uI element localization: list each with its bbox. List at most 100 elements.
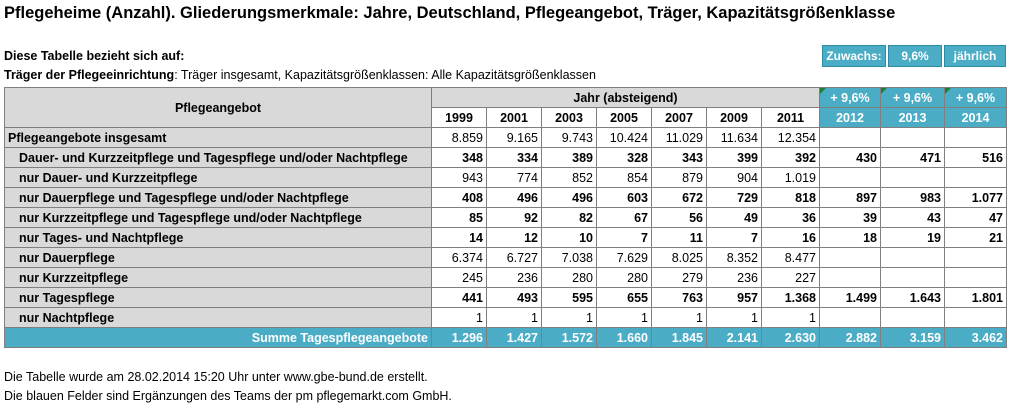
table-row: Pflegeangebote insgesamt 8.859 9.165 9.743 1… (4, 127, 1007, 148)
cell-2007: 1 (651, 307, 707, 328)
cell-2012 (819, 307, 881, 328)
cell-2003: 7.038 (541, 247, 597, 268)
cell-2005: 7.629 (596, 247, 652, 268)
cell-2003: 280 (541, 267, 597, 288)
cell-2014: 1.077 (944, 187, 1007, 208)
cell-2003: 852 (541, 167, 597, 188)
cell-2003: 82 (541, 207, 597, 228)
cell-2003: 10 (541, 227, 597, 248)
header-row-years: 1999 2001 2003 2005 2007 2009 2011 2012 2013 2014 (5, 107, 1007, 128)
cell-2013 (880, 247, 945, 268)
growth-period: jährlich (944, 45, 1006, 67)
table-row: nur Tages- und Nachtpflege 14 12 10 7 11 7 16 18… (4, 227, 1007, 248)
year-header-2011: 2011 (761, 107, 820, 128)
cell-2011: 36 (761, 207, 820, 228)
footer-created: Die Tabelle wurde am 28.02.2014 15:20 Uh… (4, 370, 428, 384)
growth-rate-box: Zuwachs: 9,6% jährlich (822, 45, 1006, 67)
cell-2005: 603 (596, 187, 652, 208)
table-row: Dauer- und Kurzzeitpflege und Tagespfleg… (4, 147, 1007, 168)
growth-value: 9,6% (888, 45, 942, 67)
sum-cell-2014: 3.462 (944, 327, 1007, 348)
cell-2013 (880, 307, 945, 328)
cell-2012: 1.499 (819, 287, 881, 308)
cell-2011: 1.019 (761, 167, 820, 188)
year-header-2012: 2012 (819, 107, 881, 128)
table-row: nur Tagespflege 441 493 595 655 763 957 1.368 1.… (4, 287, 1007, 308)
year-header-2013: 2013 (880, 107, 945, 128)
footer-note: Die blauen Felder sind Ergänzungen des T… (4, 389, 452, 403)
row-label: nur Kurzzeitpflege und Tagespflege und/o… (4, 207, 432, 228)
data-table: Pflegeangebot Jahr (absteigend) + 9,6% +… (4, 87, 1007, 348)
cell-2001: 236 (486, 267, 542, 288)
row-label: nur Dauer- und Kurzzeitpflege (4, 167, 432, 188)
table-row: nur Kurzzeitpflege und Tagespflege und/o… (4, 207, 1007, 228)
cell-2009: 399 (706, 147, 762, 168)
cell-2013: 983 (880, 187, 945, 208)
year-header-2007: 2007 (651, 107, 707, 128)
cell-2012 (819, 247, 881, 268)
cell-2009: 957 (706, 287, 762, 308)
sum-cell-2013: 3.159 (880, 327, 945, 348)
cell-2007: 343 (651, 147, 707, 168)
cell-2003: 389 (541, 147, 597, 168)
cell-2003: 9.743 (541, 127, 597, 148)
cell-1999: 408 (431, 187, 487, 208)
cell-2007: 879 (651, 167, 707, 188)
cell-2001: 774 (486, 167, 542, 188)
cell-2009: 11.634 (706, 127, 762, 148)
year-header-2009: 2009 (706, 107, 762, 128)
header-pflegeangebot: Pflegeangebot (4, 87, 432, 128)
cell-1999: 14 (431, 227, 487, 248)
row-label: Pflegeangebote insgesamt (4, 127, 432, 148)
sum-cell-2003: 1.572 (541, 327, 597, 348)
cell-2013 (880, 167, 945, 188)
cell-2009: 1 (706, 307, 762, 328)
cell-2001: 92 (486, 207, 542, 228)
cell-2009: 236 (706, 267, 762, 288)
cell-2011: 12.354 (761, 127, 820, 148)
cell-1999: 943 (431, 167, 487, 188)
sum-cell-2012: 2.882 (819, 327, 881, 348)
sum-cell-2009: 2.141 (706, 327, 762, 348)
cell-2009: 904 (706, 167, 762, 188)
cell-2013: 471 (880, 147, 945, 168)
cell-2009: 729 (706, 187, 762, 208)
row-label: Dauer- und Kurzzeitpflege und Tagespfleg… (4, 147, 432, 168)
cell-2012: 897 (819, 187, 881, 208)
cell-2014: 1.801 (944, 287, 1007, 308)
cell-2007: 672 (651, 187, 707, 208)
sum-row: Summe Tagespflegeangebote 1.296 1.427 1.572… (4, 327, 1007, 348)
cell-2001: 496 (486, 187, 542, 208)
header-growth-2012: + 9,6% (819, 87, 881, 108)
cell-2007: 279 (651, 267, 707, 288)
header-years: Jahr (absteigend) (431, 87, 820, 108)
cell-2007: 56 (651, 207, 707, 228)
row-label: nur Dauerpflege und Tagespflege und/oder… (4, 187, 432, 208)
cell-2001: 493 (486, 287, 542, 308)
cell-2011: 392 (761, 147, 820, 168)
cell-2011: 1.368 (761, 287, 820, 308)
cell-1999: 8.859 (431, 127, 487, 148)
cell-2009: 49 (706, 207, 762, 228)
table-row: nur Dauerpflege und Tagespflege und/oder… (4, 187, 1007, 208)
table-scope-heading: Diese Tabelle bezieht sich auf: (4, 49, 185, 63)
cell-2014: 516 (944, 147, 1007, 168)
year-header-2005: 2005 (596, 107, 652, 128)
carrier-value: : Träger insgesamt, Kapazitätsgrößenklas… (174, 68, 596, 82)
cell-2007: 763 (651, 287, 707, 308)
year-header-1999: 1999 (431, 107, 487, 128)
cell-2005: 854 (596, 167, 652, 188)
cell-2012: 18 (819, 227, 881, 248)
cell-2001: 12 (486, 227, 542, 248)
cell-2005: 10.424 (596, 127, 652, 148)
cell-1999: 441 (431, 287, 487, 308)
cell-2014 (944, 267, 1007, 288)
cell-2013: 1.643 (880, 287, 945, 308)
header-growth-2013: + 9,6% (880, 87, 945, 108)
page-title: Pflegeheime (Anzahl). Gliederungsmerkmal… (4, 4, 896, 22)
row-label: nur Kurzzeitpflege (4, 267, 432, 288)
row-label: nur Tages- und Nachtpflege (4, 227, 432, 248)
cell-2003: 595 (541, 287, 597, 308)
cell-2001: 6.727 (486, 247, 542, 268)
cell-2012: 39 (819, 207, 881, 228)
